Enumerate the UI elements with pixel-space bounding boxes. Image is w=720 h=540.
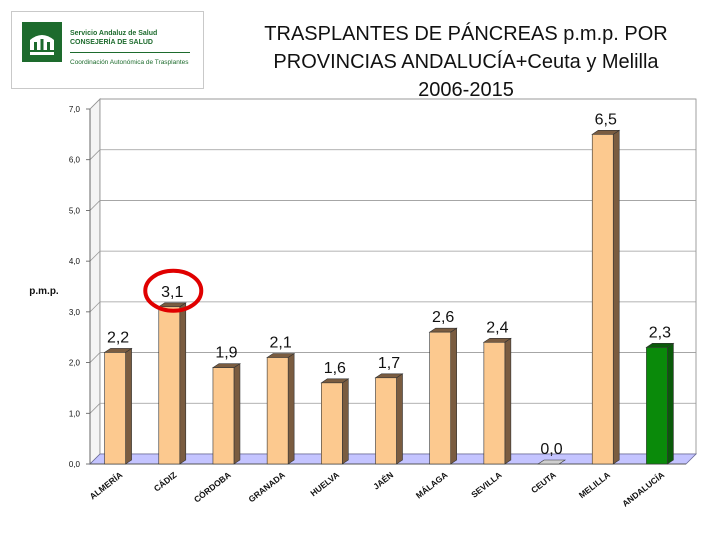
junta-andalucia-emblem-icon [22, 22, 62, 62]
bar-value-label: 1,9 [215, 345, 237, 362]
y-tick-label: 3,0 [69, 308, 81, 317]
y-axis-label: p.m.p. [29, 286, 59, 297]
y-tick-label: 1,0 [69, 409, 81, 418]
bar-side [612, 129, 620, 465]
gridline-diagonal [89, 200, 101, 211]
y-tick-label: 0,0 [69, 460, 81, 469]
chart-title-line-2: PROVINCIAS ANDALUCÍA+Ceuta y Melilla [273, 51, 659, 73]
x-tick-label: CÓRDOBA [191, 469, 232, 505]
y-tick-label: 5,0 [69, 206, 81, 215]
bar-value-label: 1,7 [378, 355, 400, 372]
bar-value-label: 2,3 [649, 324, 671, 341]
chart-title-line-1: TRASPLANTES DE PÁNCREAS p.m.p. POR [264, 23, 668, 45]
bar [375, 377, 397, 465]
bar [104, 352, 126, 465]
logo-line-1: Servicio Andaluz de Salud [70, 30, 158, 37]
bar-side [233, 363, 241, 465]
bar-value-label: 1,6 [324, 360, 346, 377]
bar [483, 341, 506, 465]
x-tick-label: GRANADA [246, 470, 286, 505]
bar-side [504, 337, 512, 465]
bar [429, 331, 451, 465]
x-tick-label: CEUTA [529, 470, 558, 496]
bar-value-label: 2,4 [486, 319, 508, 336]
bar-value-label: 3,1 [161, 284, 183, 301]
bar [212, 367, 235, 465]
y-tick-label: 4,0 [69, 257, 81, 266]
bar-value-label: 0,0 [540, 441, 562, 458]
bar [591, 134, 614, 465]
bar [646, 347, 668, 465]
gridline-diagonal [89, 403, 101, 414]
bar-side [287, 352, 295, 465]
logo-divider [70, 52, 190, 53]
x-tick-label: CÁDIZ [152, 470, 179, 494]
x-tick-label: ALMERÍA [88, 470, 125, 502]
bar-side [667, 342, 674, 465]
x-tick-label: MELILLA [577, 470, 612, 501]
logo-line-3: Coordinación Autonómica de Trasplantes [70, 59, 189, 66]
x-tick-label: HUELVA [308, 470, 341, 499]
bar-value-label: 2,6 [432, 309, 454, 326]
y-tick-label: 2,0 [69, 359, 81, 368]
y-tick-label: 6,0 [69, 156, 81, 165]
highlight-circle [143, 268, 204, 313]
bar-side [396, 373, 403, 465]
chart-title-line-3: 2006-2015 [418, 79, 514, 101]
bar [158, 306, 181, 465]
bar-value-label: 2,2 [107, 329, 129, 346]
y-tick-label: 7,0 [69, 105, 81, 114]
x-tick-label: MÁLAGA [414, 470, 450, 501]
gridline-diagonal [89, 98, 101, 110]
x-tick-label: ANDALUCÍA [620, 470, 666, 509]
gridline-diagonal [89, 301, 101, 313]
bar-side [450, 327, 457, 465]
chart-title: TRASPLANTES DE PÁNCREAS p.m.p. POR PROVI… [212, 20, 720, 104]
chart-side-wall [89, 98, 101, 465]
bar-side [125, 347, 132, 465]
logo-line-2: CONSEJERÍA DE SALUD [70, 39, 153, 46]
bar-value-label: 2,1 [270, 335, 292, 352]
bar [321, 382, 343, 465]
x-tick-label: SEVILLA [469, 470, 503, 500]
gridline-diagonal [89, 352, 101, 363]
x-tick-label: JAÉN [371, 470, 395, 492]
organization-logo: Servicio Andaluz de Salud CONSEJERÍA DE … [11, 11, 204, 89]
bar [537, 459, 567, 465]
bar-side [342, 378, 349, 465]
gridline-diagonal [89, 149, 101, 160]
bar-value-label: 6,5 [595, 111, 617, 128]
bar-side [179, 302, 187, 465]
gridline-diagonal [89, 250, 101, 262]
bar [266, 357, 289, 465]
